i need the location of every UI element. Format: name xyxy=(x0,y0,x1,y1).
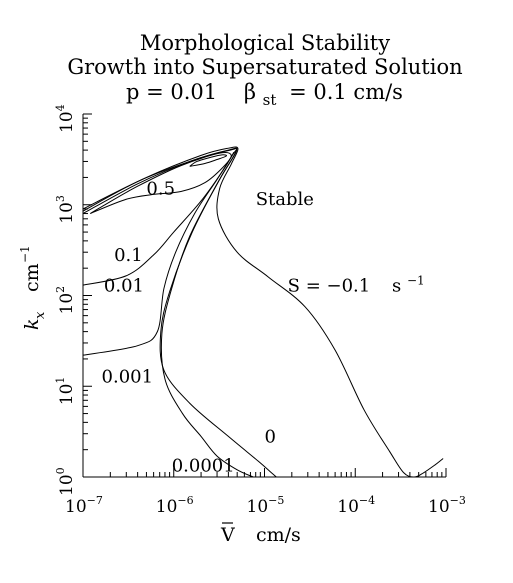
y-axis-symbol: k xyxy=(21,318,43,330)
curve-labels: Stable 0.5 0.1 0.01 0.001 0.0001 0 xyxy=(102,178,314,476)
x-axis-symbol: V xyxy=(220,524,235,546)
curve-label: 0.01 xyxy=(104,276,144,297)
x-tick-label: 10−6 xyxy=(156,494,194,517)
axis-ticks: 10−7 10−6 10−5 10−4 10−3 100 101 102 103 104 xyxy=(54,104,466,517)
chart-title-line-2: Growth into Supersaturated Solution xyxy=(67,55,462,79)
y-axis-label: k x cm −1 xyxy=(18,245,48,330)
chart-title-line-1: Morphological Stability xyxy=(140,31,390,55)
series-curve xyxy=(82,151,235,286)
curve-label: Stable xyxy=(256,189,314,210)
subtitle-p: p = 0.01 xyxy=(126,80,217,104)
x-tick-label: 10−5 xyxy=(247,494,285,517)
s-label-prefix: S = −0.1 xyxy=(288,276,371,297)
y-tick-label: 100 xyxy=(54,467,77,496)
y-tick-label: 101 xyxy=(54,377,77,406)
s-label-unit-exp: −1 xyxy=(407,274,425,288)
data-curves xyxy=(82,146,444,478)
subtitle-beta-symbol: β xyxy=(244,80,256,104)
y-tick-label: 104 xyxy=(54,104,77,133)
series-curve xyxy=(89,151,232,215)
chart-subtitle: p = 0.01 β st = 0.1 cm/s xyxy=(126,80,403,110)
subtitle-beta-subscript: st xyxy=(263,91,277,109)
series-curve xyxy=(82,147,277,478)
x-axis-label: V cm/s xyxy=(220,522,301,546)
x-tick-label: 10−4 xyxy=(337,494,375,517)
y-axis-unit: cm xyxy=(21,263,43,292)
curve-label: 0 xyxy=(265,426,276,447)
curve-label: 0.5 xyxy=(146,178,175,199)
y-axis-unit-exp: −1 xyxy=(18,245,32,263)
curve-label: 0.1 xyxy=(114,245,143,266)
curve-label: 0.001 xyxy=(102,366,154,387)
y-axis-subscript: x xyxy=(33,311,48,319)
series-curve xyxy=(189,154,228,167)
x-tick-label: 10−7 xyxy=(65,494,103,517)
curve-label: 0.0001 xyxy=(172,455,235,476)
x-axis-unit: cm/s xyxy=(256,524,301,546)
s-label-unit: s xyxy=(392,276,401,297)
x-tick-label: 10−3 xyxy=(428,494,466,517)
subtitle-beta-value: = 0.1 cm/s xyxy=(289,80,403,104)
y-tick-label: 103 xyxy=(54,195,77,224)
s-series-label: S = −0.1 s −1 xyxy=(288,274,425,297)
series-curve xyxy=(82,146,444,478)
y-tick-label: 102 xyxy=(54,286,77,315)
